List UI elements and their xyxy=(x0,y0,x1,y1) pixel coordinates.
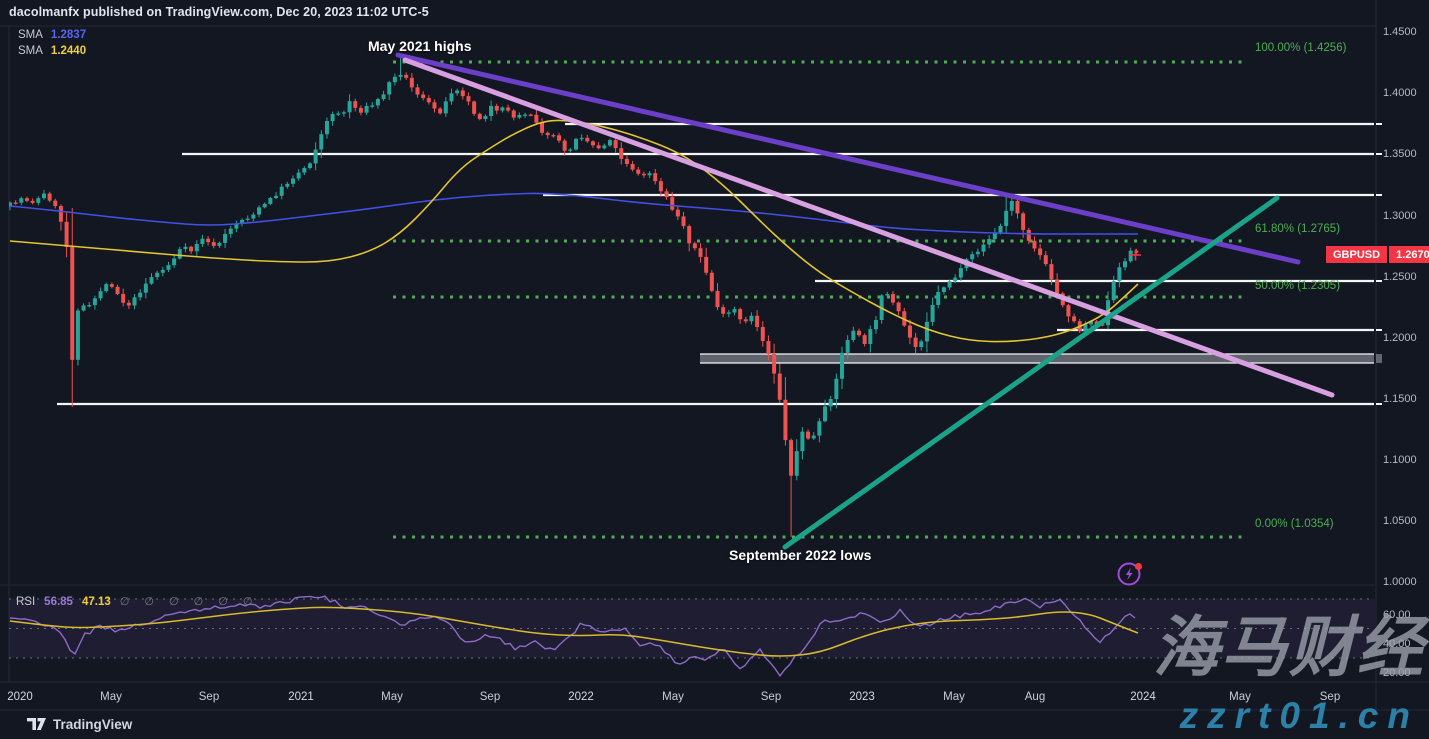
sma-yellow-line xyxy=(9,119,1139,343)
price-tick-label: 1.4500 xyxy=(1383,26,1417,38)
flash-reaction-icon[interactable] xyxy=(1113,557,1147,591)
time-axis[interactable]: 2020 May Sep 2021 May Sep 2022 May Sep 2023 May Aug… xyxy=(7,691,1340,703)
rsi-tick-label: 40.00 xyxy=(1383,638,1411,650)
rsi-indicator-legend[interactable]: RSI 56.85 47.13 ∅ ∅ ∅ ∅ ∅ ∅ xyxy=(16,595,259,609)
rsi-ma-line xyxy=(9,606,1139,657)
time-tick-label: Aug xyxy=(1025,691,1045,703)
time-tick-label: May xyxy=(1229,691,1251,703)
time-tick-label: 2021 xyxy=(288,691,314,703)
time-tick-label: Sep xyxy=(1320,691,1340,703)
fib-label: 0.00% (1.0354) xyxy=(1255,518,1334,530)
time-tick-label: May xyxy=(100,691,122,703)
fib-label: 100.00% (1.4256) xyxy=(1255,42,1347,54)
price-tick-label: 1.3000 xyxy=(1383,210,1417,222)
watermark-chinese: 海马财经 xyxy=(1153,610,1425,684)
notification-dot xyxy=(1134,562,1143,571)
rsi-pane[interactable] xyxy=(9,595,1375,678)
indicator-legend-sma-yellow[interactable]: SMA 1.2440 xyxy=(18,45,86,57)
main-price-pane[interactable] xyxy=(8,52,1374,550)
rsi-label: RSI xyxy=(16,595,36,608)
trendline-descending-resistance[interactable] xyxy=(395,52,1301,265)
last-price-badge: GBPUSD 1.2670 xyxy=(1326,246,1429,263)
time-tick-label: 2023 xyxy=(849,691,875,703)
candlestick-series xyxy=(9,57,1139,537)
fib-retracement[interactable] xyxy=(393,60,1248,539)
fib-labels: 100.00% (1.4256) 61.80% (1.2765) 50.00% (1… xyxy=(1255,42,1347,530)
price-tick-label: 1.2500 xyxy=(1383,271,1417,283)
rsi-line xyxy=(9,595,1136,678)
trendline-ascending-support[interactable] xyxy=(782,195,1280,550)
support-resistance-lines[interactable] xyxy=(57,122,1374,406)
last-price-marker xyxy=(1130,249,1141,261)
sma-label: SMA xyxy=(18,45,43,57)
tradingview-wordmark: TradingView xyxy=(53,717,133,732)
lightning-bolt-icon xyxy=(1125,567,1133,581)
price-tick-label: 1.3500 xyxy=(1383,148,1417,160)
sma-yellow-value: 1.2440 xyxy=(50,45,87,57)
fib-label: 61.80% (1.2765) xyxy=(1255,223,1340,235)
sma-blue-line xyxy=(9,192,1138,235)
annotation-may-2021-highs: May 2021 highs xyxy=(368,38,472,54)
time-tick-label: May xyxy=(662,691,684,703)
annotation-september-2022-lows: September 2022 lows xyxy=(729,547,872,563)
tradingview-logo-icon xyxy=(27,718,46,730)
time-tick-label: Sep xyxy=(480,691,500,703)
time-tick-label: Sep xyxy=(199,691,219,703)
rsi-axis[interactable]: 60.00 40.00 20.00 xyxy=(1383,609,1411,679)
rsi-tick-label: 20.00 xyxy=(1383,667,1411,679)
rsi-ma-value: 47.13 xyxy=(81,595,111,608)
flash-circle xyxy=(1117,562,1141,586)
gray-zone-band xyxy=(700,354,1374,363)
rsi-tick-label: 60.00 xyxy=(1383,609,1411,621)
publish-title: dacolmanfx published on TradingView.com,… xyxy=(9,5,429,19)
price-tick-label: 1.0500 xyxy=(1383,515,1417,527)
time-tick-label: 2024 xyxy=(1130,691,1156,703)
watermark-url: zzrt01.cn xyxy=(1179,695,1419,736)
rsi-empty-params: ∅ ∅ ∅ ∅ ∅ ∅ xyxy=(119,596,259,608)
time-tick-label: Sep xyxy=(761,691,781,703)
fib-label: 50.00% (1.2305) xyxy=(1255,280,1340,292)
time-tick-label: May xyxy=(381,691,403,703)
indicator-legend-sma-blue[interactable]: SMA 1.2837 xyxy=(18,29,86,41)
sma-blue-value: 1.2837 xyxy=(50,29,87,41)
rsi-value: 56.85 xyxy=(44,595,73,608)
time-tick-label: May xyxy=(943,691,965,703)
sma-label: SMA xyxy=(18,29,43,41)
last-price-value: 1.2670 xyxy=(1389,246,1429,263)
trendline-descending-channel[interactable] xyxy=(402,57,1335,398)
price-tick-label: 1.1000 xyxy=(1383,454,1417,466)
time-tick-label: 2022 xyxy=(568,691,594,703)
price-tick-label: 1.1500 xyxy=(1383,393,1417,405)
symbol-label: GBPUSD xyxy=(1326,246,1388,263)
price-tick-label: 1.4000 xyxy=(1383,87,1417,99)
price-tick-label: 1.0000 xyxy=(1383,576,1417,588)
tradingview-branding[interactable]: TradingView xyxy=(27,717,132,732)
time-tick-label: 2020 xyxy=(7,691,33,703)
price-axis[interactable]: 1.4500 1.4000 1.3500 1.3000 1.2500 1.2000 1.15… xyxy=(1376,26,1417,588)
price-tick-label: 1.2000 xyxy=(1383,332,1417,344)
